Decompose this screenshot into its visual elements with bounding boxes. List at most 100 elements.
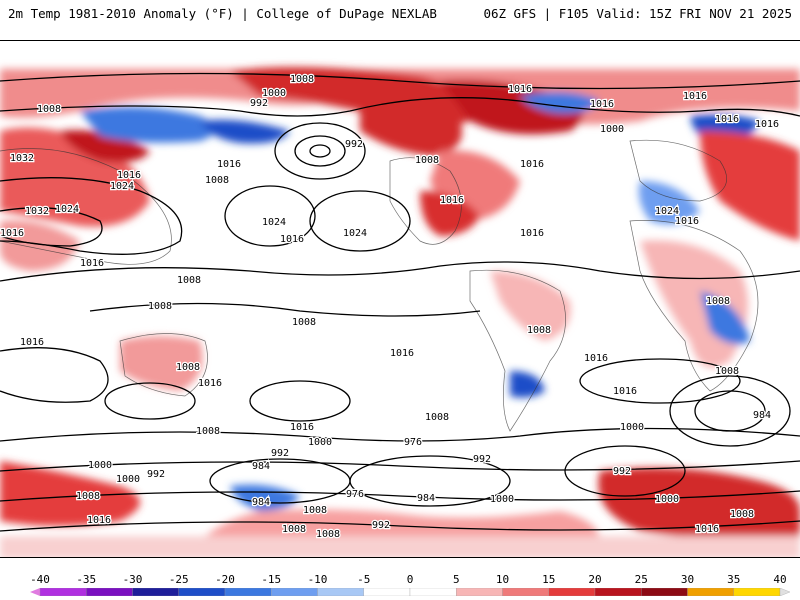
contour-label: 984 [753,410,771,421]
colorbar-tick-label: -30 [122,573,143,586]
contour-label: 992 [473,454,491,465]
contour-label: 1016 [613,386,637,397]
contour-label: 992 [271,448,289,459]
contour-label: 1008 [290,74,314,85]
contour-label: 1024 [655,206,679,217]
contour-label: 1008 [292,317,316,328]
contour-label: 1008 [177,275,201,286]
colorbar-segment [548,588,596,596]
colorbar-tick-label: -40 [30,573,50,586]
contour-label: 1016 [20,337,44,348]
colorbar-segment [456,588,503,596]
contour-label: 984 [417,493,435,504]
contour-label: 1016 [80,258,104,269]
contour-label: 1008 [205,175,229,186]
contour-label: 1000 [262,88,286,99]
contour-label: 1016 [508,84,532,95]
contour-label: 1016 [520,228,544,239]
colorbar-tick-label: -5 [357,573,371,586]
colorbar-segment [317,588,364,596]
colorbar-tick-label: 0 [406,573,414,586]
colorbar-tick-label: 15 [542,573,556,586]
colorbar-tick-label: 35 [727,573,741,586]
contour-label: 1032 [10,153,34,164]
colorbar-tick-label: 5 [452,573,460,586]
contour-label: 1000 [655,494,679,505]
map-title: 2m Temp 1981-2010 Anomaly (°F) | College… [8,6,437,21]
contour-label: 1016 [290,422,314,433]
contour-label: 1016 [0,228,24,239]
contour-labels: 1008 1000 992 1016 1008 992 1016 1016 10… [0,73,780,542]
contour-label: 1016 [390,348,414,359]
contour-label: 1008 [706,296,730,307]
model-run-info: 06Z GFS | F105 Valid: 15Z FRI NOV 21 202… [483,6,792,21]
colorbar-segment [502,588,549,596]
colorbar-segment [178,588,226,596]
contour-label: 992 [372,520,390,531]
contour-label: 1016 [440,195,464,206]
contour-label: 1008 [316,529,340,540]
colorbar-segment [409,588,457,596]
colorbar-tick-label: 20 [588,573,602,586]
colorbar-tick-label: -10 [307,573,328,586]
colorbar-segment [86,588,133,596]
contour-label: 1008 [148,301,172,312]
contour-label: 1008 [196,426,220,437]
contour-label: 1000 [88,460,112,471]
contour-label: 992 [345,139,363,150]
colorbar-segment [733,588,781,596]
contour-label: 1024 [55,204,79,215]
colorbar-tick-label: -20 [215,573,235,586]
anomaly-map: 1008 1000 992 1016 1008 992 1016 1016 10… [0,40,800,558]
contour-label: 992 [147,469,165,480]
contour-label: 1032 [25,206,49,217]
contour-label: 1016 [695,524,719,535]
contour-label: 1016 [584,353,608,364]
contour-label: 984 [252,461,270,472]
contour-label: 1024 [262,217,286,228]
pressure-contours [0,72,800,532]
colorbar-segment [224,588,272,596]
colorbar-arrow-left [30,588,40,596]
colorbar-segment [363,588,411,596]
contour-label: 1016 [715,114,739,125]
contour-label: 1008 [176,362,200,373]
contour-label: 1008 [715,366,739,377]
colorbar-segment [687,588,734,596]
contour-label: 1008 [303,505,327,516]
contour-label: 1016 [198,378,222,389]
contour-label: 1024 [343,228,367,239]
contour-label: 1008 [37,104,61,115]
colorbar-tick-label: 10 [495,573,510,586]
contour-label: 1016 [280,234,304,245]
colorbar-tick-label: 25 [634,573,648,586]
contour-label: 984 [252,497,270,508]
contour-label: 1016 [520,159,544,170]
colorbar-segment [132,588,179,596]
contour-label: 1016 [755,119,779,130]
contour-label: 1008 [527,325,551,336]
colorbar-tick-label: -35 [76,573,97,586]
contour-label: 1008 [282,524,306,535]
colorbar-segment [271,588,318,596]
colorbar-arrow-right [779,588,790,596]
contour-label: 1016 [675,216,699,227]
coastlines [0,139,759,432]
contour-label: 1016 [590,99,614,110]
contour-label: 1016 [217,159,241,170]
contour-label: 976 [404,437,422,448]
contour-label: 992 [613,466,631,477]
colorbar-tick-label: 30 [680,573,695,586]
map-header: 2m Temp 1981-2010 Anomaly (°F) | College… [0,0,800,28]
anomaly-shading [0,67,800,557]
contour-label: 1016 [117,170,141,181]
colorbar-segment [641,588,688,596]
contour-label: 1008 [76,491,100,502]
map-canvas: 1008 1000 992 1016 1008 992 1016 1016 10… [0,41,800,557]
contour-label: 992 [250,98,268,109]
contour-label: 1000 [308,437,332,448]
contour-label: 1008 [415,155,439,166]
contour-label: 1008 [425,412,449,423]
contour-label: 1000 [490,494,514,505]
contour-label: 1024 [110,181,134,192]
